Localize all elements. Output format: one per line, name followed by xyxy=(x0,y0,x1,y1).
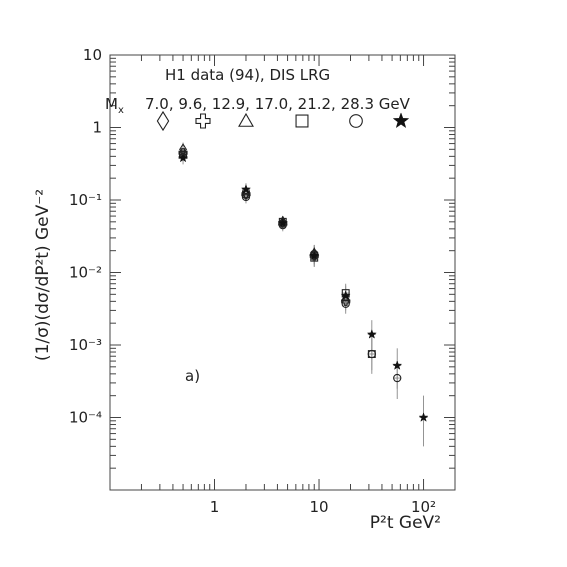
data-point-star xyxy=(340,290,351,300)
mx-label-main: M xyxy=(105,95,118,113)
y-axis-title: (1/σ)(dσ/dP²t) GeV⁻² xyxy=(33,189,53,361)
mx-label-sub: x xyxy=(118,105,124,116)
data-point-star xyxy=(240,184,252,194)
data-point-circle xyxy=(367,349,376,359)
legend-marker-square xyxy=(295,114,309,128)
legend-marker-triangle xyxy=(238,112,254,127)
y-tick-label: 10⁻¹ xyxy=(69,191,102,209)
data-point-circle xyxy=(241,192,251,202)
data-point-star xyxy=(309,250,320,261)
data-point-star xyxy=(418,412,429,422)
y-tick-label: 10⁻³ xyxy=(69,336,102,354)
y-tick-label: 1 xyxy=(92,119,102,137)
data-point-circle xyxy=(393,373,402,383)
mx-values: 7.0, 9.6, 12.9, 17.0, 21.2, 28.3 GeV xyxy=(145,95,411,113)
legend-marker-cross xyxy=(195,113,211,129)
y-tick-label: 10⁻⁴ xyxy=(69,409,102,427)
legend-marker-star xyxy=(392,112,410,129)
mx-label: Mx xyxy=(105,95,124,116)
x-tick-label: 10² xyxy=(411,498,436,516)
y-tick-label: 10⁻² xyxy=(69,264,102,282)
panel-label: a) xyxy=(185,367,200,385)
legend-marker-diamond xyxy=(156,110,170,132)
data-point-circle xyxy=(341,299,350,308)
tick-labels: 1 10 10² 10 1 10⁻¹ 10⁻² 10⁻³ 10⁻⁴ xyxy=(69,46,436,516)
x-tick-label: 1 xyxy=(210,498,220,516)
data-point-star xyxy=(366,329,377,339)
x-axis-title: P²t GeV² xyxy=(370,513,441,533)
data-point-star xyxy=(277,217,288,228)
y-tick-label: 10 xyxy=(83,46,102,64)
axis-ticks xyxy=(109,54,456,491)
legend-marker-circle xyxy=(349,114,363,128)
chart-title: H1 data (94), DIS LRG xyxy=(165,66,330,84)
x-tick-label: 10 xyxy=(309,498,328,516)
data-point-star xyxy=(392,360,403,370)
data-markers xyxy=(177,143,429,422)
data-point-cross xyxy=(241,189,251,199)
legend-markers xyxy=(156,110,410,132)
data-point-star xyxy=(177,152,189,163)
